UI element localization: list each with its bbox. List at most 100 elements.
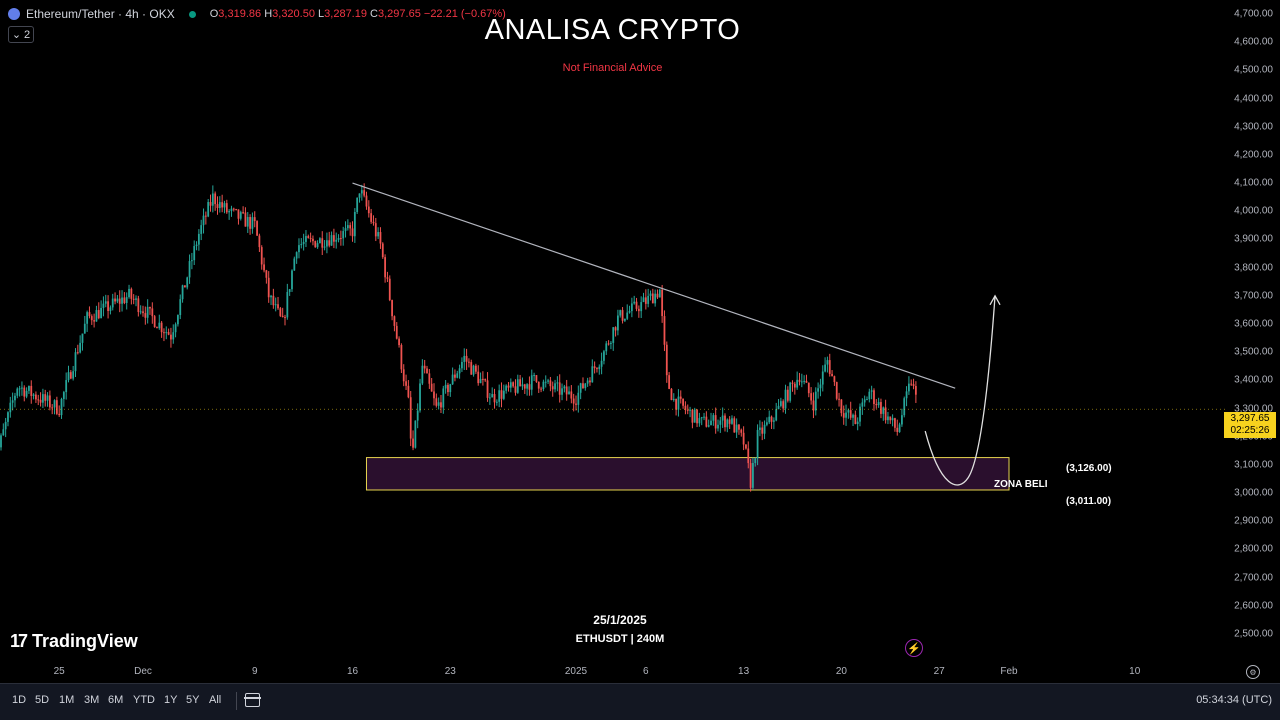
price-tick: 2,900.00 <box>1234 515 1273 527</box>
candle-body <box>761 427 764 434</box>
candle-body <box>903 398 906 416</box>
candle-body <box>591 366 594 383</box>
candle-body <box>474 365 477 372</box>
candle-body <box>756 429 759 459</box>
candle-body <box>326 240 328 247</box>
candle-body <box>907 383 910 392</box>
candle-body <box>163 332 165 334</box>
candle-body <box>135 298 137 300</box>
candle-body <box>153 316 156 328</box>
time-tick: 27 <box>933 666 945 677</box>
timeframe-3m[interactable]: 3M <box>84 694 100 706</box>
candle-body <box>74 352 77 372</box>
candle-body <box>889 416 892 421</box>
time-axis[interactable]: 25 Dec 9 16 23 2025 6 13 20 27 Feb 10 <box>0 660 1225 682</box>
candle-body <box>647 295 650 304</box>
candle-body <box>223 203 226 208</box>
candle-body <box>260 247 263 265</box>
candle-body <box>409 397 412 439</box>
time-tick: 2025 <box>564 666 588 677</box>
candle-body <box>677 396 680 410</box>
gear-icon[interactable]: ⚙ <box>1246 665 1260 679</box>
candle-body <box>814 391 817 411</box>
candle-body <box>763 424 766 434</box>
candle-body <box>789 382 792 401</box>
candle-body <box>505 385 508 391</box>
candle-body <box>898 424 901 432</box>
timeframe-all[interactable]: All <box>209 694 222 706</box>
candle-body <box>93 320 96 322</box>
candle-body <box>619 310 622 316</box>
candle-body <box>568 391 570 395</box>
candle-body <box>158 322 161 329</box>
tradingview-logo[interactable]: 17 TradingView <box>10 631 138 652</box>
lightning-icon[interactable]: ⚡ <box>905 639 923 657</box>
candle-body <box>468 361 470 363</box>
utc-clock[interactable]: 05:34:34 (UTC) <box>1196 694 1272 706</box>
candle-body <box>472 365 475 375</box>
candle-body <box>118 298 121 304</box>
zone-label: ZONA BELI <box>994 479 1048 490</box>
candle-body <box>35 394 37 400</box>
candle-body <box>188 261 191 278</box>
candle-body <box>493 394 496 403</box>
candle-body <box>421 365 424 384</box>
candle-body <box>258 235 261 248</box>
candle-body <box>393 316 396 326</box>
timeframe-1m[interactable]: 1M <box>59 694 75 706</box>
timeframe-ytd[interactable]: YTD <box>133 694 155 706</box>
candle-body <box>644 297 647 304</box>
candle-body <box>635 301 638 309</box>
candle-body <box>640 302 643 312</box>
price-axis[interactable]: 4,700.00 4,600.00 4,500.00 4,400.00 4,300.00… <box>1225 0 1280 665</box>
candle-body <box>167 332 170 335</box>
candle-body <box>556 382 559 384</box>
candle-body <box>302 241 305 244</box>
timeframe-5y[interactable]: 5Y <box>186 694 200 706</box>
timeframe-5d[interactable]: 5D <box>35 694 50 706</box>
candle-body <box>107 301 109 311</box>
time-tick: 16 <box>346 666 359 677</box>
candle-body <box>817 388 820 392</box>
candle-body <box>914 385 917 395</box>
candle-body <box>293 258 296 271</box>
candle-body <box>752 463 754 488</box>
candle-body <box>211 193 214 206</box>
candle-body <box>298 245 300 253</box>
price-chart[interactable] <box>0 0 1225 660</box>
candle-body <box>344 228 347 232</box>
candle-body <box>114 298 116 302</box>
candle-body <box>137 298 140 312</box>
candle-body <box>798 379 801 382</box>
candle-body <box>274 304 277 306</box>
candle-body <box>149 306 151 309</box>
price-tick: 4,300.00 <box>1234 121 1273 133</box>
candle-body <box>309 238 312 240</box>
candle-body <box>703 416 705 418</box>
candle-body <box>414 420 417 448</box>
candle-body <box>740 429 743 433</box>
candle-body <box>726 419 729 428</box>
timeframe-1d[interactable]: 1D <box>12 694 27 706</box>
candle-body <box>151 308 154 317</box>
candle-body <box>18 388 21 390</box>
candle-body <box>470 362 473 375</box>
candle-body <box>358 193 361 198</box>
candle-body <box>612 327 615 343</box>
candle-body <box>384 257 387 278</box>
close-value: 3,297.65 <box>378 8 421 20</box>
timeframe-1y[interactable]: 1Y <box>164 694 178 706</box>
candle-body <box>291 270 293 290</box>
symbol-title[interactable]: Ethereum/Tether · 4h · OKX <box>26 7 175 21</box>
time-tick: Dec <box>134 666 152 677</box>
candle-body <box>891 418 894 421</box>
candle-body <box>28 385 30 391</box>
calendar-icon[interactable] <box>244 693 261 707</box>
candle-body <box>391 300 393 317</box>
candle-body <box>877 402 880 406</box>
candle-body <box>861 402 864 407</box>
collapse-indicators-button[interactable]: ⌄ 2 <box>8 26 34 43</box>
timeframe-6m[interactable]: 6M <box>108 694 124 706</box>
candle-body <box>228 211 231 213</box>
price-tick: 4,000.00 <box>1234 205 1273 217</box>
